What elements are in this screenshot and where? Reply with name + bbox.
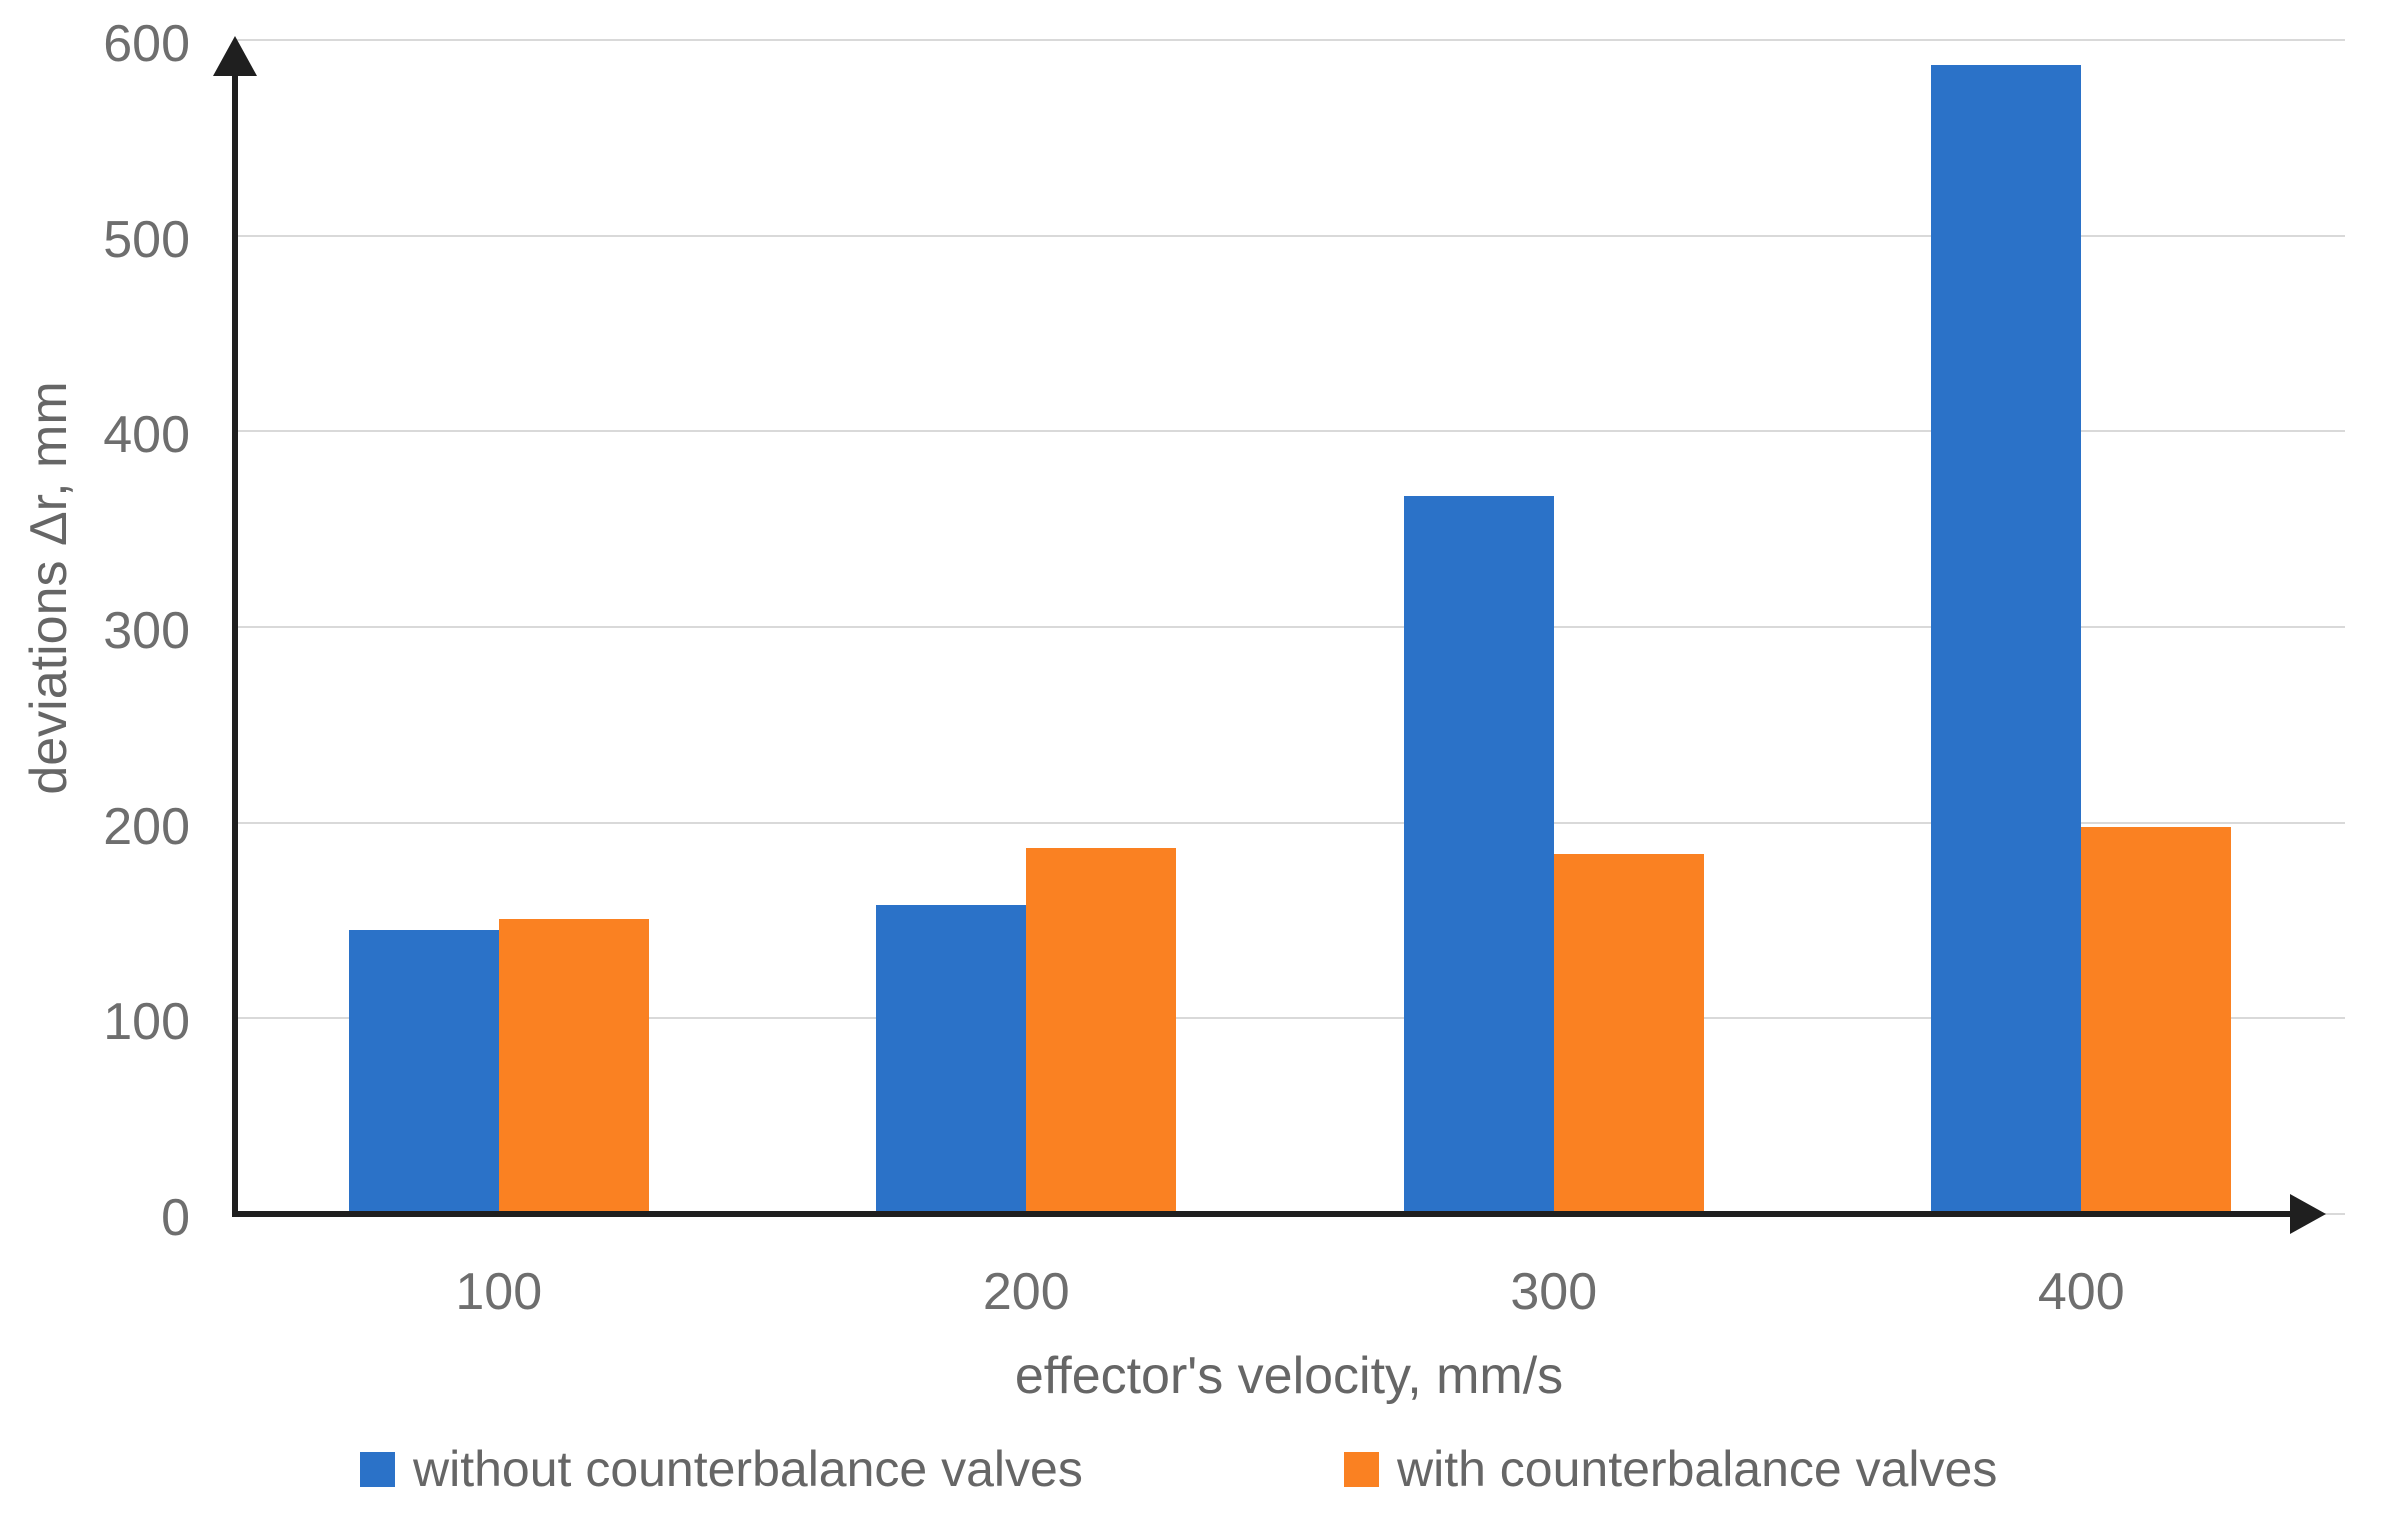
gridline-100 bbox=[235, 1017, 2345, 1020]
gridline-400 bbox=[235, 430, 2345, 433]
bar-without-300 bbox=[1403, 495, 1554, 1214]
bar-with-300 bbox=[1553, 853, 1704, 1214]
bar-without-200 bbox=[876, 904, 1027, 1214]
gridline-200 bbox=[235, 821, 2345, 824]
y-tick-label-200: 200 bbox=[103, 797, 190, 856]
x-tick-label-100: 100 bbox=[455, 1263, 543, 1321]
y-axis-arrow-icon bbox=[213, 36, 257, 76]
legend-item-without-counterbalance-valves: without counterbalance valves bbox=[360, 1444, 1083, 1494]
legend-marker-orange-icon bbox=[1344, 1451, 1379, 1487]
legend-item-with-counterbalance-valves: with counterbalance valves bbox=[1344, 1444, 1997, 1494]
legend-marker-blue-icon bbox=[360, 1451, 395, 1487]
legend-label: without counterbalance valves bbox=[413, 1441, 1083, 1497]
x-axis-arrow-icon bbox=[2290, 1194, 2326, 1234]
bar-with-200 bbox=[1026, 848, 1177, 1214]
x-axis-line bbox=[232, 1211, 2294, 1217]
gridline-500 bbox=[235, 234, 2345, 237]
y-axis-title: deviations Δr, mm bbox=[20, 381, 78, 795]
x-axis-title: effector's velocity, mm/s bbox=[1014, 1347, 1564, 1405]
x-tick-label-200: 200 bbox=[982, 1263, 1070, 1321]
y-tick-label-500: 500 bbox=[103, 210, 190, 269]
y-tick-label-600: 600 bbox=[103, 15, 190, 73]
bar-with-400 bbox=[2081, 826, 2232, 1214]
legend-label: with counterbalance valves bbox=[1397, 1441, 1998, 1497]
bar-without-100 bbox=[348, 930, 499, 1214]
y-tick-label-400: 400 bbox=[103, 406, 190, 465]
y-tick-label-100: 100 bbox=[103, 993, 190, 1052]
gridline-300 bbox=[235, 626, 2345, 628]
y-tick-label-0: 0 bbox=[161, 1189, 190, 1247]
bar-without-400 bbox=[1931, 65, 2082, 1214]
x-tick-label-300: 300 bbox=[1510, 1263, 1598, 1321]
gridline-600 bbox=[235, 39, 2345, 41]
x-tick-label-400: 400 bbox=[2037, 1263, 2125, 1321]
bar-with-100 bbox=[498, 918, 649, 1214]
y-axis-line bbox=[232, 58, 238, 1217]
y-tick-label-300: 300 bbox=[103, 602, 190, 660]
